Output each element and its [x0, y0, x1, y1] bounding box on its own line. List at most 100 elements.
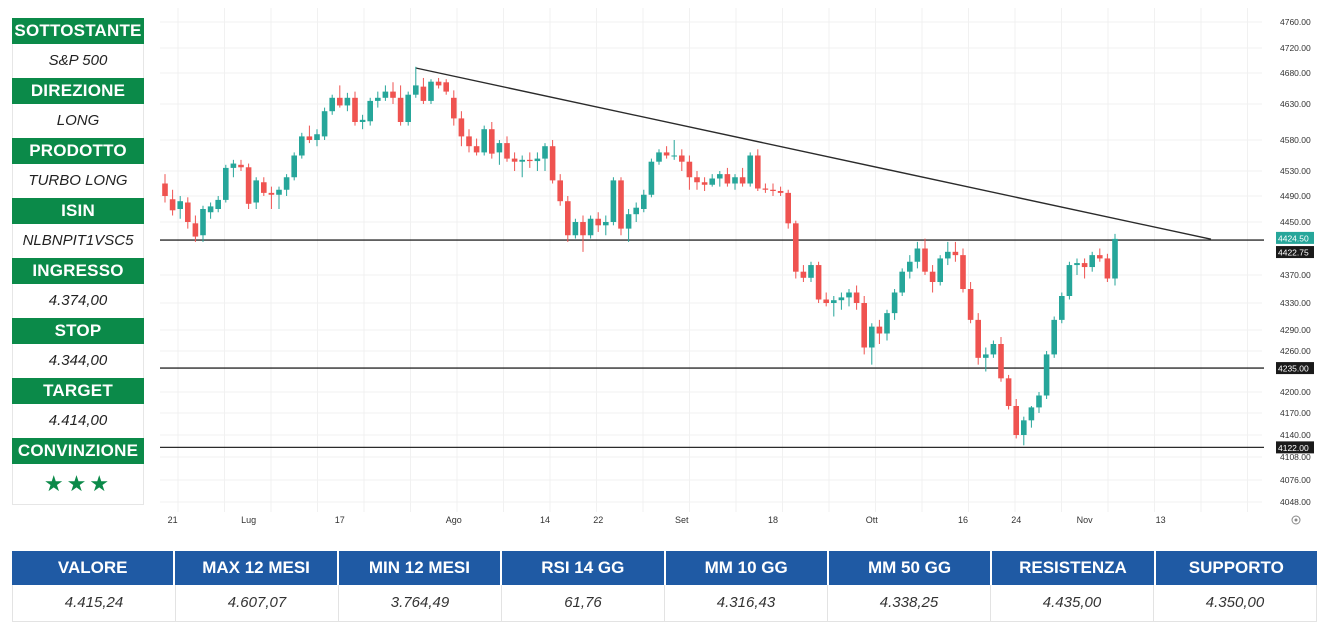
candle-body: [785, 192, 791, 224]
candle-body: [869, 326, 875, 348]
info-value: 4.344,00: [12, 344, 144, 378]
candle-body: [238, 164, 244, 168]
candle-body: [618, 180, 624, 229]
conviction-stars-icon: ★★★: [12, 464, 144, 505]
y-tick-label: 4108.00: [1280, 452, 1311, 462]
candle-body: [679, 155, 685, 162]
candle-body: [800, 271, 807, 278]
candle-body: [922, 248, 928, 272]
candle-body: [952, 251, 959, 256]
table-header-row: VALORE MAX 12 MESI MIN 12 MESI RSI 14 GG…: [12, 551, 1317, 585]
candle-body: [907, 261, 913, 272]
candlestick-chart: 4760.00 4720.00 4680.00 4630.00 4580.00 4530.…: [160, 8, 1314, 525]
x-tick-label: 24: [1011, 515, 1021, 525]
candle-body: [405, 94, 411, 122]
candle-body: [428, 81, 434, 101]
candle-body: [359, 119, 366, 122]
table-header-cell: MIN 12 MESI: [338, 551, 501, 585]
trendline: [415, 67, 1212, 240]
info-label: STOP: [12, 318, 144, 344]
x-tick-label: 17: [335, 515, 345, 525]
table-header-cell: MM 50 GG: [828, 551, 991, 585]
candle-body: [967, 289, 974, 320]
candle-body: [1036, 395, 1042, 408]
candle-body: [329, 97, 335, 112]
candle-body: [504, 143, 510, 159]
candle-body: [990, 344, 997, 355]
candle-body: [625, 214, 632, 229]
candle-body: [732, 177, 738, 184]
candle-body: [534, 158, 541, 162]
table-cell: 4.316,43: [665, 585, 828, 622]
y-tick-label: 4260.00: [1280, 346, 1311, 356]
candle-body: [914, 248, 921, 262]
candle-body: [641, 194, 647, 209]
candle-body: [762, 188, 769, 190]
y-tick-label: 4048.00: [1280, 497, 1311, 507]
candle-body: [899, 271, 905, 293]
y-tick-label: 4450.00: [1280, 217, 1311, 227]
candle-body: [755, 155, 761, 189]
info-label: TARGET: [12, 378, 144, 404]
candle-body: [777, 191, 784, 193]
table-header-cell: MM 10 GG: [665, 551, 827, 585]
candle-body: [1013, 406, 1019, 435]
candle-body: [846, 292, 852, 298]
candle-body: [876, 326, 883, 334]
candle-body: [1097, 255, 1103, 259]
candle-body: [686, 161, 693, 178]
table-cell: 4.607,07: [176, 585, 339, 622]
y-tick-label: 4140.00: [1280, 430, 1311, 440]
info-label: SOTTOSTANTE: [12, 18, 144, 44]
candle-body: [185, 202, 191, 222]
info-value: LONG: [12, 104, 144, 138]
candle-body: [200, 209, 206, 236]
candle-body: [207, 206, 214, 213]
price-tag-box: [1276, 441, 1314, 454]
candle-body: [413, 85, 419, 95]
trade-info-panel: SOTTOSTANTE S&P 500 DIREZIONE LONG PRODO…: [12, 18, 144, 505]
info-item-underlying: SOTTOSTANTE S&P 500: [12, 18, 144, 78]
candle-body: [352, 97, 358, 122]
table-cell: 3.764,49: [339, 585, 502, 622]
candle-body: [1074, 263, 1080, 266]
candle-body: [656, 152, 662, 162]
y-tick-label: 4200.00: [1280, 387, 1311, 397]
candle-body: [420, 86, 427, 101]
candle-body: [542, 146, 548, 159]
table-cell: 4.435,00: [991, 585, 1154, 622]
price-tag-box: [1276, 231, 1314, 244]
info-item-stop: STOP 4.344,00: [12, 318, 144, 378]
y-tick-label: 4630.00: [1280, 99, 1311, 109]
x-tick-label: Lug: [241, 515, 256, 525]
x-tick-label: Set: [675, 515, 689, 525]
candle-body: [565, 201, 571, 236]
candle-body: [223, 167, 229, 200]
candle-body: [527, 159, 533, 162]
info-value: 4.414,00: [12, 404, 144, 438]
table-cell: 61,76: [502, 585, 665, 622]
candle-body: [511, 158, 518, 162]
table-cell: 4.415,24: [12, 585, 176, 622]
candle-body: [717, 174, 723, 179]
candle-body: [245, 167, 252, 204]
candle-body: [633, 207, 639, 215]
x-tick-label: 13: [1156, 515, 1166, 525]
candle-body: [861, 303, 867, 348]
price-tag-box: [1276, 362, 1314, 375]
candle-body: [694, 177, 700, 183]
candle-body: [998, 344, 1004, 379]
y-tick-label: 4370.00: [1280, 270, 1311, 280]
candle-body: [283, 177, 290, 190]
candle-body: [162, 183, 168, 196]
candle-body: [1043, 354, 1050, 396]
y-tick-label: 4680.00: [1280, 68, 1311, 78]
y-tick-label: 4720.00: [1280, 43, 1311, 53]
table-header-cell: RSI 14 GG: [502, 551, 664, 585]
candle-body: [169, 199, 176, 211]
info-value: S&P 500: [12, 44, 144, 78]
candle-body: [815, 265, 822, 300]
candle-body: [853, 292, 860, 303]
x-tick-label: Ago: [446, 515, 462, 525]
x-tick-label: 21: [168, 515, 178, 525]
